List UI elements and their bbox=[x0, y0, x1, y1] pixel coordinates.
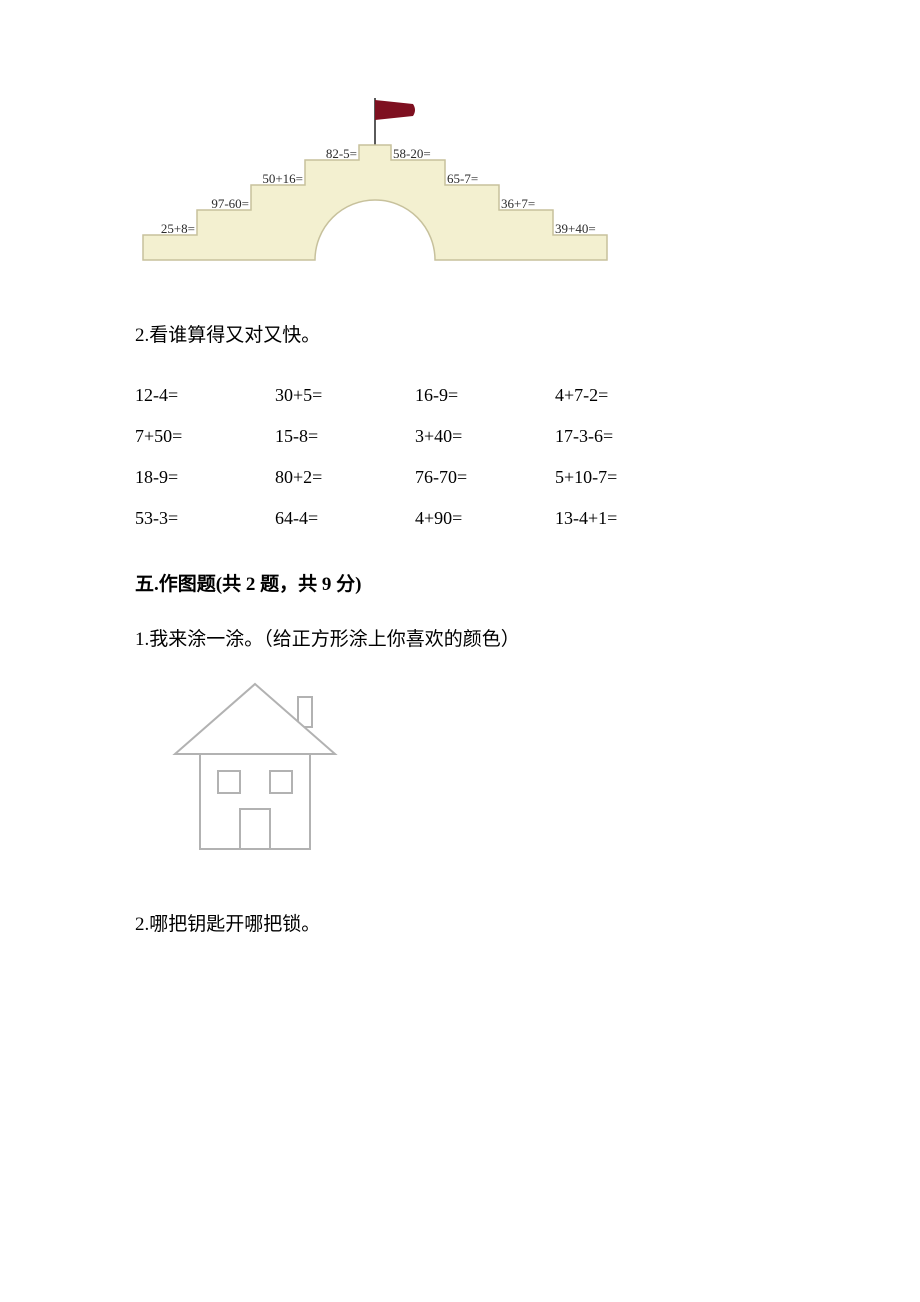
cell: 64-4= bbox=[275, 498, 415, 539]
cell: 18-9= bbox=[135, 457, 275, 498]
castle-figure: 82-5= 50+16= 97-60= 25+8= 58-20= 65-7= 3… bbox=[135, 90, 615, 270]
castle-r2: 36+7= bbox=[501, 196, 535, 211]
cell: 16-9= bbox=[415, 375, 555, 416]
cell: 17-3-6= bbox=[555, 416, 695, 457]
q5-1-title: 1.我来涂一涂。（给正方形涂上你喜欢的颜色） bbox=[135, 624, 785, 651]
cell: 4+90= bbox=[415, 498, 555, 539]
cell: 7+50= bbox=[135, 416, 275, 457]
cell: 80+2= bbox=[275, 457, 415, 498]
cell: 76-70= bbox=[415, 457, 555, 498]
cell: 12-4= bbox=[135, 375, 275, 416]
castle-r1: 65-7= bbox=[447, 171, 478, 186]
house-figure bbox=[160, 679, 350, 859]
cell: 3+40= bbox=[415, 416, 555, 457]
cell: 30+5= bbox=[275, 375, 415, 416]
castle-r3: 39+40= bbox=[555, 221, 596, 236]
cell: 4+7-2= bbox=[555, 375, 695, 416]
worksheet-page: 82-5= 50+16= 97-60= 25+8= 58-20= 65-7= 3… bbox=[0, 0, 920, 1024]
q2-title: 2.看谁算得又对又快。 bbox=[135, 320, 785, 347]
castle-l3: 25+8= bbox=[161, 221, 195, 236]
cell: 15-8= bbox=[275, 416, 415, 457]
section5-header: 五.作图题(共 2 题，共 9 分) bbox=[135, 569, 785, 596]
castle-l1: 50+16= bbox=[262, 171, 303, 186]
castle-l2: 97-60= bbox=[211, 196, 249, 211]
arithmetic-grid: 12-4= 30+5= 16-9= 4+7-2= 7+50= 15-8= 3+4… bbox=[135, 375, 695, 539]
cell: 53-3= bbox=[135, 498, 275, 539]
castle-l0: 82-5= bbox=[326, 146, 357, 161]
cell: 13-4+1= bbox=[555, 498, 695, 539]
castle-r0: 58-20= bbox=[393, 146, 431, 161]
cell: 5+10-7= bbox=[555, 457, 695, 498]
q5-2-title: 2.哪把钥匙开哪把锁。 bbox=[135, 909, 785, 936]
